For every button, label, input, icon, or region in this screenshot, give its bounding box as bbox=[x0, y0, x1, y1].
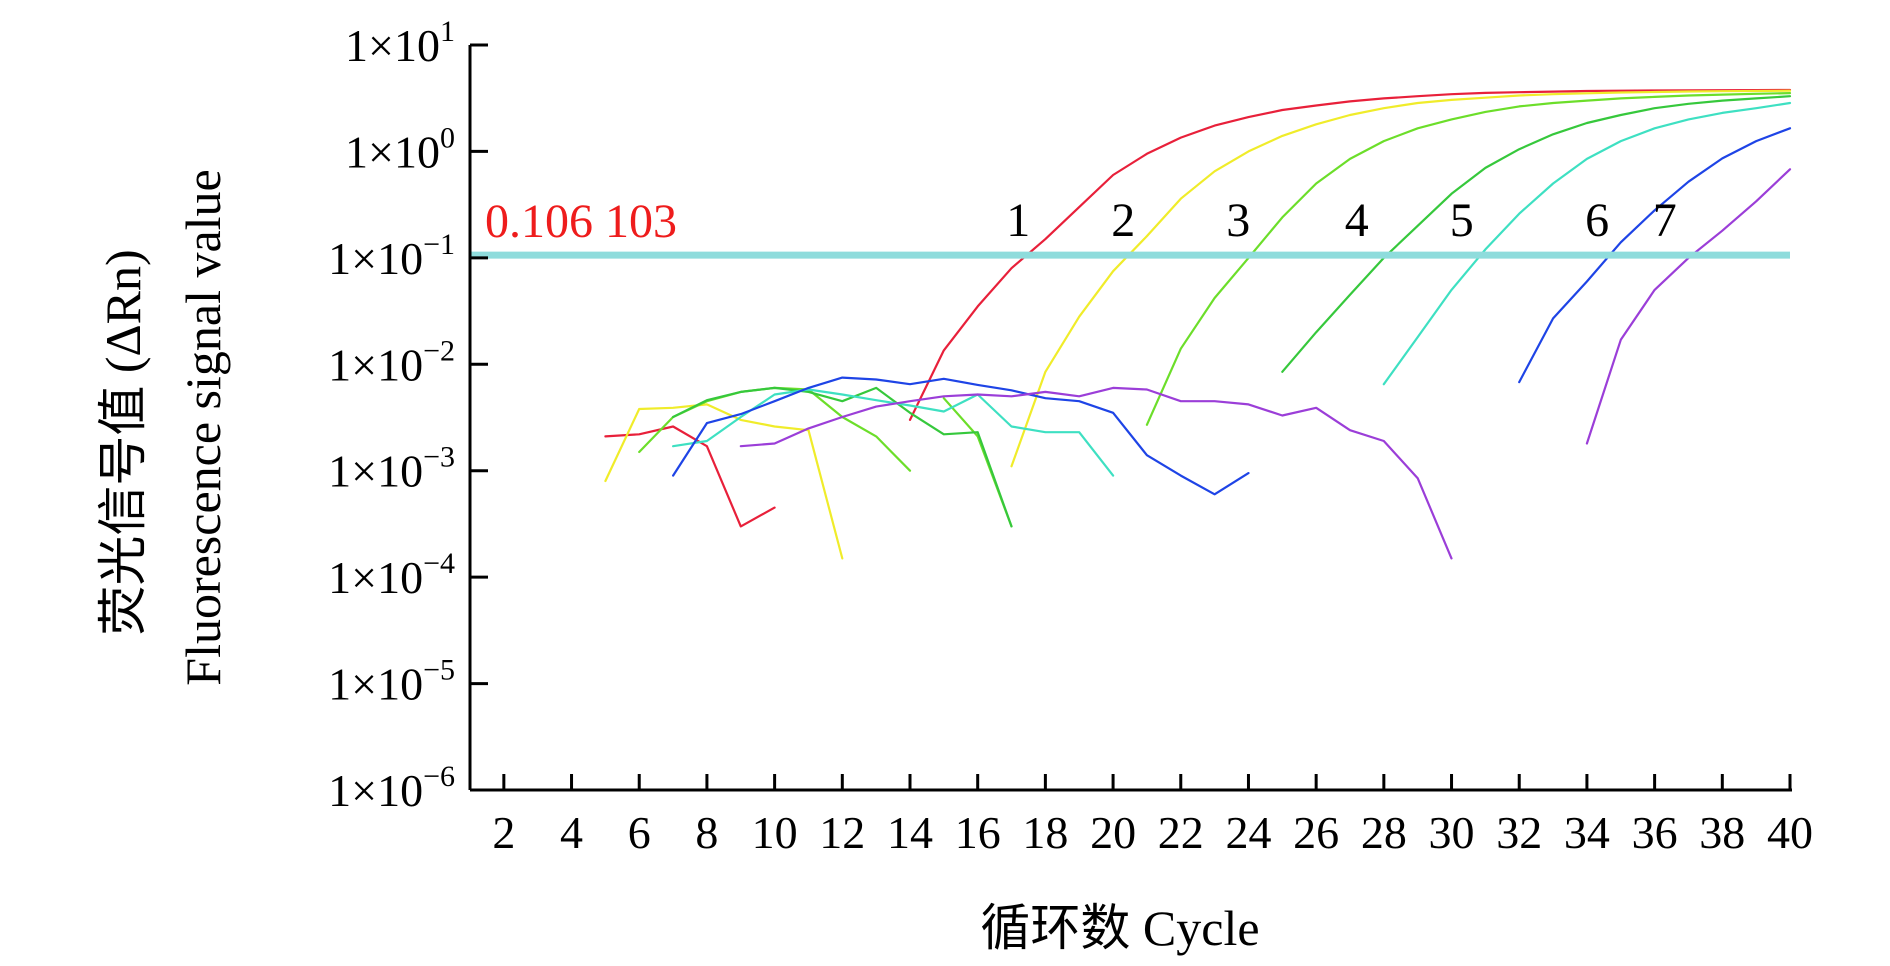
y-tick-mantissa: 1×10 bbox=[328, 552, 423, 603]
x-tick-label: 16 bbox=[955, 807, 1001, 858]
y-tick-label: 1×10−6 bbox=[328, 760, 455, 816]
curve-label-5: 5 bbox=[1450, 194, 1474, 247]
series-5 bbox=[672, 101, 1792, 477]
x-tick-label: 32 bbox=[1496, 807, 1542, 858]
x-tick-label: 8 bbox=[695, 807, 718, 858]
y-tick-exponent: −5 bbox=[423, 654, 455, 687]
x-tick-label: 22 bbox=[1158, 807, 1204, 858]
axes-layer: 1×1011×1001×10−11×10−21×10−31×10−41×10−5… bbox=[328, 15, 1813, 858]
curve-label-3: 3 bbox=[1226, 194, 1250, 247]
series-line-2 bbox=[604, 89, 1792, 560]
series-6 bbox=[672, 127, 1792, 496]
y-tick-mantissa: 1×10 bbox=[328, 659, 423, 710]
series-4 bbox=[672, 95, 1792, 528]
series-7 bbox=[739, 168, 1792, 560]
threshold-layer: 0.106 103 bbox=[470, 195, 1790, 259]
curve-label-4: 4 bbox=[1345, 194, 1369, 247]
series-line-6 bbox=[672, 127, 1792, 496]
y-tick-mantissa: 1×10 bbox=[345, 20, 440, 71]
series-2 bbox=[604, 89, 1792, 560]
x-tick-label: 4 bbox=[560, 807, 583, 858]
series-3 bbox=[638, 92, 1792, 528]
x-tick-label: 34 bbox=[1564, 807, 1610, 858]
x-tick-label: 10 bbox=[752, 807, 798, 858]
y-tick-mantissa: 1×10 bbox=[328, 446, 423, 497]
curve-label-1: 1 bbox=[1006, 194, 1030, 247]
y-tick-label: 1×101 bbox=[345, 15, 455, 71]
x-tick-label: 36 bbox=[1632, 807, 1678, 858]
y-tick-label: 1×100 bbox=[345, 121, 455, 177]
y-tick-mantissa: 1×10 bbox=[328, 765, 423, 816]
x-tick-label: 30 bbox=[1429, 807, 1475, 858]
x-tick-label: 18 bbox=[1022, 807, 1068, 858]
x-tick-label: 40 bbox=[1767, 807, 1813, 858]
curve-label-6: 6 bbox=[1585, 194, 1609, 247]
y-tick-exponent: −6 bbox=[423, 760, 455, 793]
x-axis-title: 循环数 Cycle bbox=[980, 900, 1259, 956]
y-tick-mantissa: 1×10 bbox=[328, 233, 423, 284]
y-tick-exponent: 1 bbox=[440, 15, 455, 48]
series-line-4 bbox=[672, 95, 1792, 528]
x-tick-label: 28 bbox=[1361, 807, 1407, 858]
x-tick-label: 20 bbox=[1090, 807, 1136, 858]
y-tick-label: 1×10−3 bbox=[328, 441, 455, 497]
x-tick-label: 6 bbox=[628, 807, 651, 858]
series-1 bbox=[604, 88, 1792, 528]
threshold-label: 0.106 103 bbox=[485, 195, 677, 248]
y-tick-label: 1×10−2 bbox=[328, 334, 455, 390]
x-tick-label: 14 bbox=[887, 807, 933, 858]
x-tick-label: 2 bbox=[492, 807, 515, 858]
y-tick-label: 1×10−4 bbox=[328, 547, 455, 603]
curve-label-7: 7 bbox=[1653, 194, 1677, 247]
x-tick-label: 24 bbox=[1225, 807, 1271, 858]
y-tick-label: 1×10−5 bbox=[328, 654, 455, 710]
y-tick-exponent: −4 bbox=[423, 547, 455, 580]
y-tick-exponent: 0 bbox=[440, 121, 455, 154]
x-tick-label: 26 bbox=[1293, 807, 1339, 858]
y-tick-exponent: −1 bbox=[423, 228, 455, 261]
series-line-5 bbox=[672, 101, 1792, 477]
y-tick-label: 1×10−1 bbox=[328, 228, 455, 284]
y-axis-title-cn: 荧光信号值 (ΔRn) bbox=[95, 249, 151, 635]
curve-label-2: 2 bbox=[1111, 194, 1135, 247]
y-tick-exponent: −3 bbox=[423, 441, 455, 474]
y-tick-mantissa: 1×10 bbox=[328, 339, 423, 390]
x-tick-label: 38 bbox=[1699, 807, 1745, 858]
y-axis-title-en: Fluorescence signal value bbox=[175, 169, 231, 685]
series-line-7 bbox=[739, 168, 1792, 560]
x-tick-label: 12 bbox=[819, 807, 865, 858]
series-line-3 bbox=[638, 92, 1792, 528]
y-tick-exponent: −2 bbox=[423, 334, 455, 367]
series-line-1 bbox=[604, 88, 1792, 528]
y-tick-mantissa: 1×10 bbox=[345, 126, 440, 177]
series-layer bbox=[604, 88, 1792, 560]
